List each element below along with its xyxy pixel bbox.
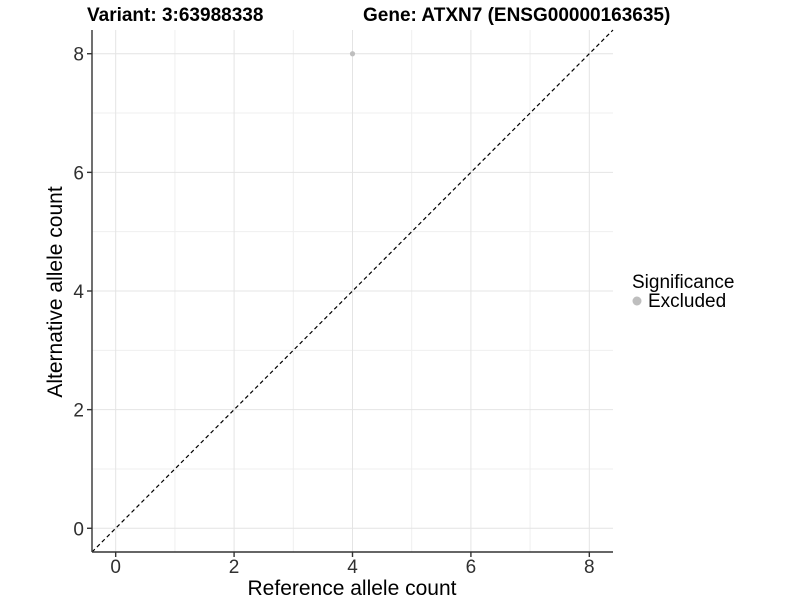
data-points-layer <box>349 51 356 57</box>
y-tick-label: 2 <box>73 401 84 422</box>
x-tick-label: 6 <box>466 557 477 578</box>
y-tick-label: 8 <box>73 45 84 66</box>
legend-key-dot-icon <box>632 296 642 306</box>
legend-title: Significance <box>632 272 734 293</box>
identity-reference-line <box>91 29 614 553</box>
x-tick-label: 0 <box>110 557 121 578</box>
tick-labels-layer: 0 2 4 6 8 0 2 4 6 8 <box>73 45 594 578</box>
x-axis-title: Reference allele count <box>248 577 457 600</box>
y-tick-label: 0 <box>73 519 84 540</box>
identity-reference-line-layer <box>91 29 614 553</box>
y-axis-title: Alternative allele count <box>44 186 67 397</box>
axes-layer <box>87 30 613 557</box>
plot-title-variant: Variant: 3:63988338 <box>87 5 263 26</box>
plot-title-gene: Gene: ATXN7 (ENSG00000163635) <box>363 5 670 26</box>
y-tick-label: 4 <box>73 282 84 303</box>
y-tick-label: 6 <box>73 163 84 184</box>
legend: Significance Excluded <box>632 272 734 312</box>
x-tick-label: 2 <box>229 557 240 578</box>
legend-item-excluded: Excluded <box>648 291 726 312</box>
x-tick-label: 4 <box>347 557 358 578</box>
x-tick-label: 8 <box>584 557 595 578</box>
data-point <box>349 51 356 57</box>
